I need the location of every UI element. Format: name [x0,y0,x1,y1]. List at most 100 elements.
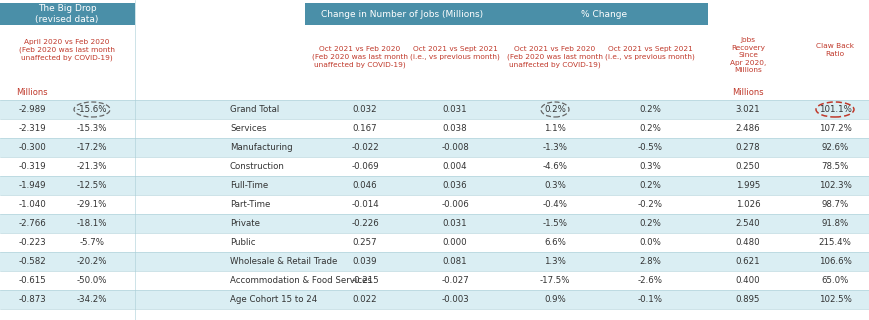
Text: 3.021: 3.021 [735,105,760,114]
Text: Accommodation & Food Services: Accommodation & Food Services [229,276,371,285]
Bar [0,214,869,233]
Text: -1.5%: -1.5% [542,219,567,228]
Text: -18.1%: -18.1% [76,219,107,228]
Text: -1.040: -1.040 [18,200,46,209]
Text: 0.2%: 0.2% [543,105,566,114]
Text: -0.4%: -0.4% [542,200,567,209]
Bar [0,271,869,290]
Text: -50.0%: -50.0% [76,276,107,285]
Text: -0.003: -0.003 [441,295,468,304]
Text: 0.004: 0.004 [442,162,467,171]
Text: 0.046: 0.046 [352,181,377,190]
Text: -0.2%: -0.2% [637,200,661,209]
Text: 0.038: 0.038 [442,124,467,133]
Text: Wholesale & Retail Trade: Wholesale & Retail Trade [229,257,337,266]
Text: -0.582: -0.582 [18,257,46,266]
Text: 6.6%: 6.6% [543,238,566,247]
Text: -15.3%: -15.3% [76,124,107,133]
Text: 98.7%: 98.7% [820,200,847,209]
Text: 0.250: 0.250 [735,162,760,171]
Text: 0.036: 0.036 [442,181,467,190]
Text: 0.257: 0.257 [352,238,377,247]
Text: 0.3%: 0.3% [639,162,660,171]
Text: 2.540: 2.540 [735,219,760,228]
Text: -0.5%: -0.5% [637,143,661,152]
Text: 102.3%: 102.3% [818,181,851,190]
Text: 102.5%: 102.5% [818,295,851,304]
Text: -17.5%: -17.5% [539,276,569,285]
Text: 0.039: 0.039 [352,257,377,266]
Text: 0.2%: 0.2% [639,124,660,133]
Text: -21.3%: -21.3% [76,162,107,171]
Text: 0.621: 0.621 [735,257,760,266]
Text: -0.300: -0.300 [18,143,46,152]
Text: 91.8%: 91.8% [820,219,847,228]
Text: -29.1%: -29.1% [76,200,107,209]
Text: -2.766: -2.766 [18,219,46,228]
Text: -0.615: -0.615 [18,276,46,285]
Text: 0.2%: 0.2% [639,181,660,190]
Text: -0.069: -0.069 [351,162,378,171]
Text: -12.5%: -12.5% [76,181,107,190]
Text: 0.895: 0.895 [735,295,760,304]
Text: 0.2%: 0.2% [639,105,660,114]
Text: -0.027: -0.027 [441,276,468,285]
Text: -0.223: -0.223 [18,238,46,247]
Text: 0.031: 0.031 [442,219,467,228]
Text: 0.2%: 0.2% [639,219,660,228]
Text: Millions: Millions [732,87,763,97]
Text: -2.319: -2.319 [18,124,46,133]
Text: Construction: Construction [229,162,284,171]
Text: Age Cohort 15 to 24: Age Cohort 15 to 24 [229,295,317,304]
Text: 65.0%: 65.0% [820,276,848,285]
Text: 1.1%: 1.1% [543,124,566,133]
Text: Oct 2021 vs Feb 2020
(Feb 2020 was last month
unaffected by COVID-19): Oct 2021 vs Feb 2020 (Feb 2020 was last … [507,46,602,68]
Text: 0.031: 0.031 [442,105,467,114]
Text: 0.278: 0.278 [735,143,760,152]
Text: Manufacturing: Manufacturing [229,143,292,152]
Text: -4.6%: -4.6% [542,162,567,171]
Text: 0.000: 0.000 [442,238,467,247]
Text: -15.6%: -15.6% [76,105,107,114]
Text: 1.3%: 1.3% [543,257,566,266]
Bar [0,100,869,119]
Text: Millions: Millions [17,87,48,97]
Text: April 2020 vs Feb 2020
(Feb 2020 was last month
unaffected by COVID-19): April 2020 vs Feb 2020 (Feb 2020 was las… [19,39,115,61]
Text: -0.008: -0.008 [441,143,468,152]
Text: 2.8%: 2.8% [639,257,660,266]
Text: 1.026: 1.026 [735,200,760,209]
Bar [0,138,869,157]
Text: Full-Time: Full-Time [229,181,268,190]
Text: % Change: % Change [580,10,627,19]
Text: -5.7%: -5.7% [79,238,104,247]
Text: -2.989: -2.989 [18,105,46,114]
Text: -20.2%: -20.2% [76,257,107,266]
Text: -0.1%: -0.1% [637,295,661,304]
Text: Oct 2021 vs Feb 2020
(Feb 2020 was last month
unaffected by COVID-19): Oct 2021 vs Feb 2020 (Feb 2020 was last … [312,46,408,68]
Text: 0.081: 0.081 [442,257,467,266]
Text: -0.014: -0.014 [351,200,378,209]
Text: -1.3%: -1.3% [542,143,567,152]
Text: Oct 2021 vs Sept 2021
(i.e., vs previous month): Oct 2021 vs Sept 2021 (i.e., vs previous… [409,46,500,60]
Bar [0,195,869,214]
Bar [0,157,869,176]
Text: Public: Public [229,238,255,247]
Text: Private: Private [229,219,260,228]
Text: 0.022: 0.022 [352,295,377,304]
Text: Change in Number of Jobs (Millions): Change in Number of Jobs (Millions) [321,10,482,19]
Bar [0,252,869,271]
Text: Grand Total: Grand Total [229,105,279,114]
Bar [305,3,500,25]
Text: -2.6%: -2.6% [637,276,661,285]
Text: 0.167: 0.167 [352,124,377,133]
Text: -0.022: -0.022 [351,143,378,152]
Text: 92.6%: 92.6% [820,143,847,152]
Text: -34.2%: -34.2% [76,295,107,304]
Bar [0,119,869,138]
Text: 0.3%: 0.3% [543,181,566,190]
Text: Services: Services [229,124,266,133]
Text: -0.006: -0.006 [441,200,468,209]
Text: -0.226: -0.226 [351,219,378,228]
Bar [0,290,869,309]
Text: 0.9%: 0.9% [543,295,565,304]
